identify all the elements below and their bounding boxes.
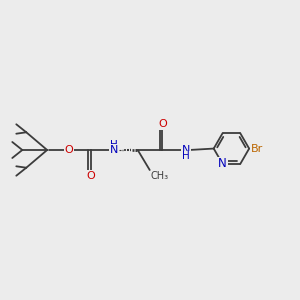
Text: O: O — [158, 119, 167, 129]
Text: N: N — [110, 145, 118, 155]
Text: H: H — [182, 151, 190, 161]
Text: N: N — [218, 158, 227, 170]
Text: O: O — [86, 171, 95, 181]
Text: O: O — [65, 145, 74, 155]
Text: H: H — [110, 140, 118, 150]
Text: N: N — [182, 145, 190, 155]
Text: Br: Br — [251, 144, 263, 154]
Text: CH₃: CH₃ — [151, 171, 169, 182]
